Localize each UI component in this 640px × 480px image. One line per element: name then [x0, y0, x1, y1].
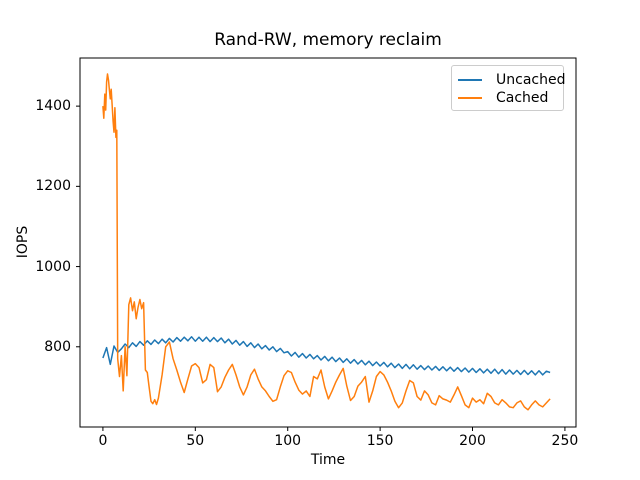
y-tick-label: 1000 [35, 258, 71, 275]
legend-line-sample-cached [458, 97, 482, 99]
y-tick-label: 1200 [35, 178, 71, 195]
legend-entry-cached: Cached [458, 89, 557, 107]
y-tick-label: 800 [44, 338, 71, 355]
legend-entry-uncached: Uncached [458, 71, 565, 89]
legend-label-cached: Cached [496, 90, 549, 106]
legend: Uncached Cached [451, 65, 565, 111]
x-axis-label: Time [310, 452, 346, 468]
legend-label-uncached: Uncached [496, 72, 566, 88]
chart-title: Rand-RW, memory reclaim [214, 30, 442, 50]
x-tick-label: 0 [98, 433, 108, 449]
axes-spines [79, 57, 577, 428]
x-tick-label: 250 [551, 433, 579, 449]
line-uncached [102, 336, 551, 376]
legend-line-sample-uncached [458, 79, 482, 81]
x-tick-label: 100 [274, 433, 302, 449]
y-tick-label: 1400 [35, 98, 71, 115]
line-cached [102, 73, 551, 411]
x-tick-label: 150 [366, 433, 394, 449]
x-tick-label: 200 [459, 433, 486, 449]
y-axis-label: IOPS [15, 225, 31, 259]
x-tick-label: 50 [186, 433, 205, 449]
